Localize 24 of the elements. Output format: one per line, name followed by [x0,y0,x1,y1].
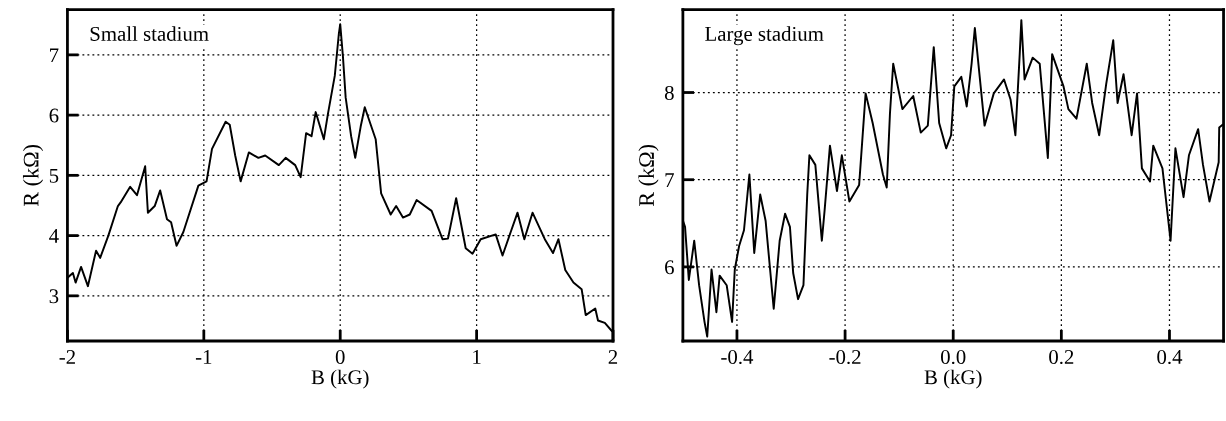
y-tick-label: 3 [49,289,59,304]
y-tick-label: 6 [49,108,59,123]
y-tick-label: 6 [665,260,674,275]
y-tick-label: 8 [664,85,674,100]
x-axis-title: B (kG) [924,369,982,389]
y-axis-title: R (kΩ) [22,144,44,207]
y-tick-label: 7 [665,173,674,187]
x-tick-label: -0.2 [829,349,861,365]
x-tick-label: 0.2 [1049,349,1074,365]
x-tick-label: 2 [608,350,618,364]
text: Large stadium [705,26,824,46]
x-axis-title: B (kG) [311,369,369,389]
y-tick-label: 5 [49,168,59,183]
x-tick-label: -2 [59,350,75,364]
x-tick-label: 0.4 [1157,349,1183,365]
y-tick-label: 7 [50,48,59,63]
x-tick-label: 0.0 [940,349,966,365]
x-tick-label: 0 [335,349,345,364]
y-axis-title: R (kΩ) [638,144,659,207]
x-tick-label: -0.4 [721,349,754,365]
y-tick-label: 4 [49,229,59,243]
text: Small stadium [90,26,209,41]
x-tick-label: -1 [195,350,212,364]
x-tick-label: 1 [473,350,481,364]
